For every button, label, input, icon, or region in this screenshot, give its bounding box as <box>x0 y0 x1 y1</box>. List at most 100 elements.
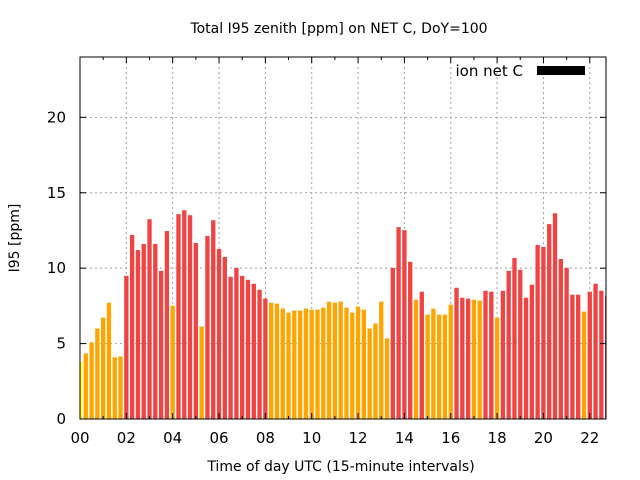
bar <box>529 284 535 419</box>
bar <box>494 317 500 419</box>
bar <box>344 307 349 419</box>
x-tick-label: 00 <box>70 429 89 447</box>
bar <box>384 338 390 419</box>
bar <box>321 307 326 419</box>
bar <box>373 323 378 419</box>
bar <box>326 301 332 419</box>
bar <box>315 309 320 419</box>
bar <box>118 356 123 419</box>
x-tick-label: 02 <box>117 429 136 447</box>
bar <box>182 210 187 419</box>
bar <box>465 298 471 419</box>
bar <box>153 244 158 419</box>
bar <box>106 302 112 419</box>
bar <box>361 309 367 419</box>
x-tick-label: 06 <box>209 429 228 447</box>
bar <box>506 270 511 419</box>
y-axis-label: I95 [ppm] <box>7 204 23 273</box>
bar <box>402 230 407 419</box>
bar <box>280 308 285 419</box>
bar <box>500 290 506 419</box>
bar <box>512 257 517 419</box>
x-axis-label: Time of day UTC (15-minute intervals) <box>206 459 474 475</box>
y-tick-label: 10 <box>47 259 66 277</box>
bar <box>448 304 453 419</box>
bar <box>187 215 193 419</box>
bar <box>332 302 338 419</box>
bar <box>112 357 117 419</box>
bar <box>350 312 355 419</box>
bar <box>205 236 210 419</box>
bar <box>558 258 563 419</box>
bar <box>263 298 268 419</box>
bar <box>338 301 343 419</box>
x-tick-label: 08 <box>256 429 275 447</box>
bar <box>234 267 239 419</box>
bars-group <box>80 210 606 419</box>
bar <box>408 261 413 419</box>
bar <box>355 306 361 419</box>
bar <box>604 295 606 419</box>
bar <box>587 291 592 419</box>
x-tick-label: 16 <box>441 429 460 447</box>
bar <box>390 267 395 419</box>
x-tick-label: 14 <box>395 429 414 447</box>
bar <box>101 317 106 419</box>
bar <box>193 242 199 419</box>
bar <box>442 314 448 419</box>
bar <box>541 246 546 419</box>
bar <box>89 342 94 419</box>
bar <box>413 299 419 419</box>
y-tick-label: 0 <box>56 410 66 428</box>
bar <box>547 224 552 419</box>
chart-title: Total I95 zenith [ppm] on NET C, DoY=100 <box>189 21 487 37</box>
bar <box>286 312 291 419</box>
bar <box>535 244 540 419</box>
bar <box>124 275 129 419</box>
bar <box>367 328 372 419</box>
bar <box>269 302 274 419</box>
bar <box>251 283 256 419</box>
x-tick-label: 12 <box>349 429 368 447</box>
bar <box>228 276 233 419</box>
bar <box>245 279 251 419</box>
bar <box>523 297 529 419</box>
bar <box>431 308 436 419</box>
bar <box>83 353 88 419</box>
bar <box>309 309 314 419</box>
bar <box>425 314 430 419</box>
bar <box>80 361 83 419</box>
bar <box>581 311 587 419</box>
x-tick-label: 10 <box>302 429 321 447</box>
bar <box>211 220 216 419</box>
bar <box>164 231 170 419</box>
bar <box>454 287 459 419</box>
bar <box>518 269 523 419</box>
bar <box>158 270 164 419</box>
bar <box>222 257 227 419</box>
bar <box>292 310 297 419</box>
x-tick-labels: 00 02 04 06 08 10 12 14 16 18 20 22 <box>70 429 599 447</box>
x-tick-label: 20 <box>534 429 553 447</box>
y-tick-labels: 0 5 10 15 20 <box>47 108 66 428</box>
bar <box>147 219 152 419</box>
plot-frame <box>79 56 607 420</box>
legend-swatch <box>537 66 585 75</box>
y-tick-label: 15 <box>47 184 66 202</box>
x-tick-label: 18 <box>488 429 507 447</box>
bar <box>593 283 598 419</box>
bar <box>471 299 477 419</box>
bar <box>570 294 575 419</box>
bar <box>216 249 222 419</box>
bar <box>170 305 175 419</box>
bar <box>297 310 303 419</box>
bar <box>176 214 181 419</box>
bar <box>564 267 569 419</box>
bar <box>257 289 262 419</box>
bar <box>483 290 488 419</box>
bar <box>240 275 245 419</box>
bar <box>599 290 604 419</box>
bar <box>129 234 135 419</box>
legend-label: ion net C <box>456 62 523 80</box>
